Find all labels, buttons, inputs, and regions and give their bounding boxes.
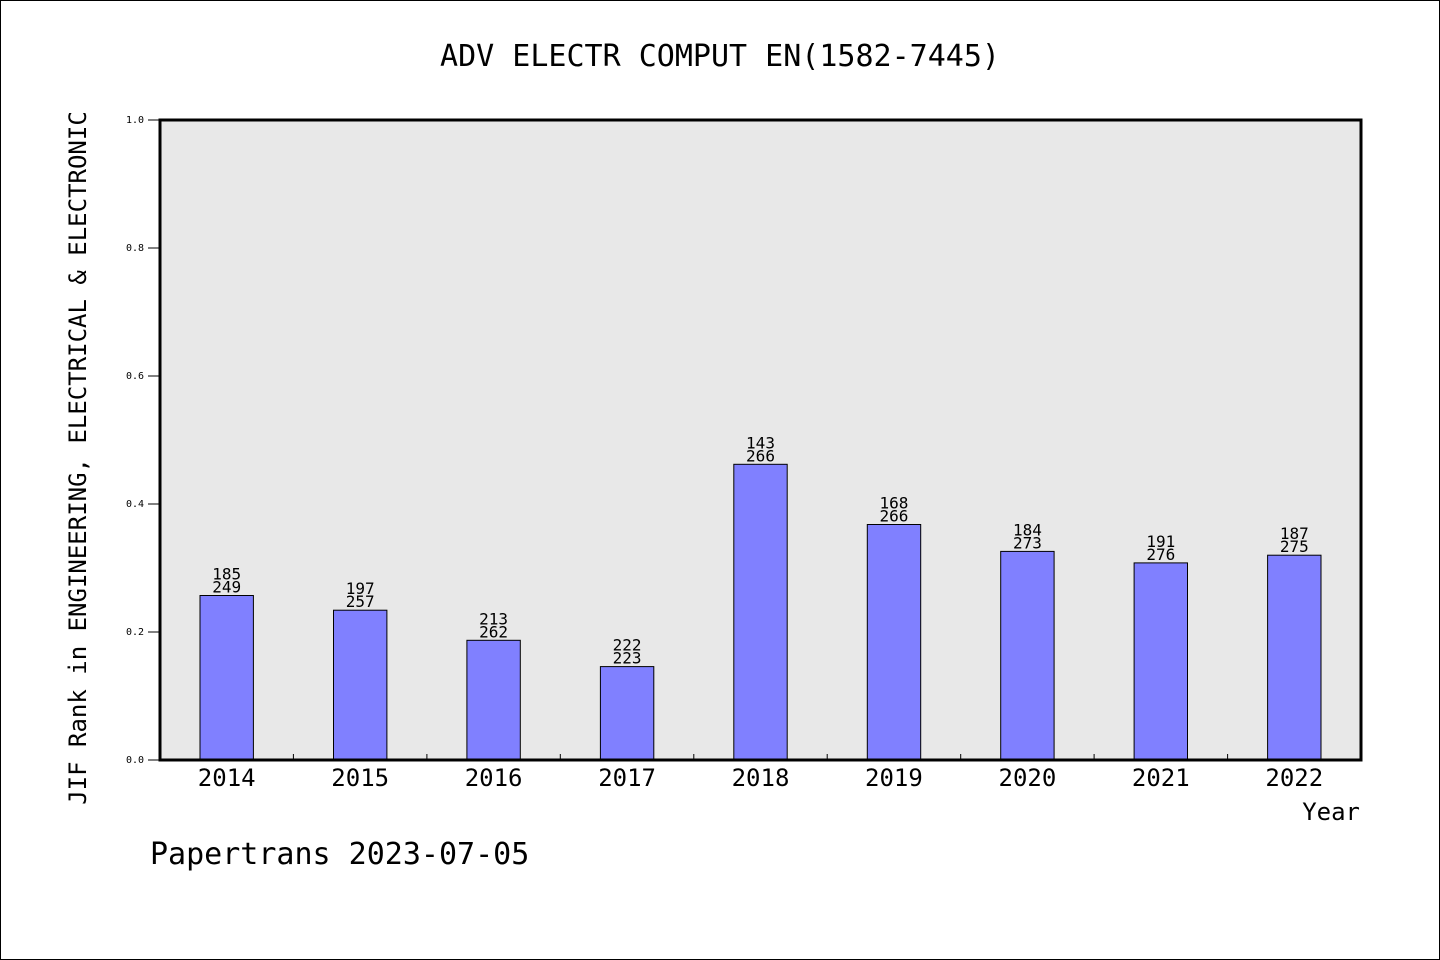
bar-2019 [866,524,922,761]
y-tick-label-0.2: 0.2 [126,627,144,638]
bar-rank-label-2020: 184 [1013,520,1042,539]
footer-credit: Papertrans 2023-07-05 [150,837,529,872]
bar-2017 [599,666,655,761]
y-tick-label-0.0: 0.0 [126,755,144,766]
bar-2021 [1133,562,1188,761]
bar-rank-label-2017: 222 [613,636,642,655]
bar-total-label-2014: 249 [212,578,241,597]
y-tick-label-0.8: 0.8 [126,243,144,254]
bar-rank-label-2018: 143 [746,433,775,452]
bar-2014 [199,595,254,761]
x-tick-label-2022: 2022 [1265,764,1323,792]
bar-rank-label-2021: 191 [1146,532,1175,551]
x-axis-label: Year [1302,798,1360,826]
bar-2015 [333,609,388,761]
bar-total-label-2018: 266 [746,446,775,465]
bar-total-label-2020: 273 [1013,533,1042,552]
bar-total-label-2021: 276 [1146,545,1175,564]
x-tick-label-2017: 2017 [598,764,656,792]
y-tick-label-0.6: 0.6 [126,371,144,382]
x-tick-label-2018: 2018 [732,764,790,792]
y-axis-label: JIF Rank in ENGINEERING, ELECTRICAL & EL… [64,111,92,805]
bar-total-label-2016: 262 [479,622,508,641]
bar-total-label-2022: 275 [1280,537,1309,556]
bar-rank-label-2014: 185 [212,565,241,584]
bar-total-label-2019: 266 [879,507,908,526]
bar-rank-label-2022: 187 [1280,524,1309,543]
x-tick-label-2015: 2015 [331,764,389,792]
bar-2022 [1267,554,1322,761]
y-tick-label-0.4: 0.4 [126,499,144,510]
x-tick-label-2020: 2020 [999,764,1057,792]
ticks-layer: 2014 2015 2016 2017 2018 2019 2020 2021 2022 0.0 0… [126,115,1323,792]
bar-2018 [733,463,788,761]
x-tick-label-2019: 2019 [865,764,923,792]
bar-2020 [1000,550,1055,761]
bar-total-label-2017: 223 [613,649,642,668]
bar-total-label-2015: 257 [346,592,375,611]
x-tick-label-2016: 2016 [465,764,523,792]
bar-rank-label-2016: 213 [479,609,508,628]
x-tick-label-2014: 2014 [198,764,256,792]
bar-rank-label-2015: 197 [346,579,375,598]
plot-border [158,118,1363,762]
bar-rank-label-2019: 168 [879,494,908,513]
bar-2016 [466,639,521,761]
y-tick-label-1.0: 1.0 [126,115,144,126]
chart-title: ADV ELECTR COMPUT EN(1582-7445) [440,39,1000,74]
x-tick-label-2021: 2021 [1132,764,1190,792]
